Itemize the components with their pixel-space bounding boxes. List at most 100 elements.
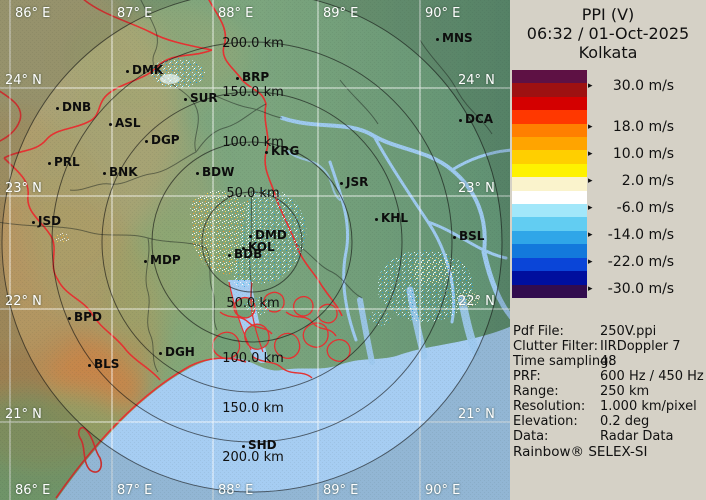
metadata-value: 48 [600,354,617,369]
metadata-row: Range: 250 km [510,384,706,399]
range-ring-label: 50.0 km [226,186,280,201]
lat-label: 22° N [458,294,495,309]
metadata-label: Elevation: [513,414,578,429]
range-ring-label: 150.0 km [222,85,284,100]
colorbar-arrow-icon: ▸ [588,149,593,159]
station-label: DMK [132,63,164,77]
metadata-value: IIRDoppler 7 [600,339,681,354]
station-dot-icon [184,98,187,101]
station-dot-icon [159,352,162,355]
radar-map-image [0,0,510,500]
colorbar-tick-unit: m/s [644,227,675,243]
station-dot-icon [109,123,112,126]
station-dot-icon [242,445,245,448]
station-label: KHL [381,211,408,225]
station-dot-icon [144,260,147,263]
colorbar-segment [512,83,587,97]
station-label: SHD [248,438,277,452]
station-label: BSL [459,229,485,243]
station-dot-icon [68,317,71,320]
colorbar-segment [512,123,587,138]
colorbar-segment [512,150,587,164]
colorbar-segment [512,177,587,191]
station-label: KOL [248,240,275,254]
metadata-row: Data: Radar Data [510,429,706,444]
metadata-value: 0.2 deg [600,414,650,429]
colorbar-segment [512,190,587,205]
colorbar-segment [512,244,587,258]
metadata-row: Time sampling: 48 [510,354,706,369]
metadata-row: Elevation: 0.2 deg [510,414,706,429]
range-ring-label: 50.0 km [226,296,280,311]
station-dot-icon [436,38,439,41]
station-dot-icon [88,364,91,367]
station-dot-icon [459,119,462,122]
station-dot-icon [32,221,35,224]
lon-label: 88° E [218,483,254,498]
colorbar-tick-value: -6.0 [616,200,644,216]
station-dot-icon [249,235,252,238]
colorbar-arrow-icon: ▸ [588,122,593,132]
colorbar-tick-label: 30.0 m/s [598,78,674,94]
metadata-label: Range: [513,384,559,399]
metadata-row: Resolution: 1.000 km/pixel [510,399,706,414]
lat-label: 21° N [458,407,495,422]
station-label: DGP [151,133,180,147]
velocity-colorbar [512,70,587,298]
station-dot-icon [265,151,268,154]
colorbar-arrow-icon: ▸ [588,230,593,240]
lon-label: 90° E [425,6,461,21]
station-dot-icon [236,77,239,80]
colorbar-arrow-icon: ▸ [588,284,593,294]
lat-label: 24° N [5,73,42,88]
colorbar-segment [512,70,587,84]
info-panel: PPI (V) 06:32 / 01-Oct-2025 Kolkata ▸ 30.… [510,0,706,500]
station-label: DCA [465,112,494,126]
colorbar-tick-value: 30.0 [612,78,644,94]
lon-label: 89° E [323,483,359,498]
colorbar-segment [512,110,587,124]
colorbar-tick-unit: m/s [644,146,675,162]
product-title: PPI (V) [581,5,635,24]
station-dot-icon [196,172,199,175]
colorbar-tick-value: 10.0 [612,146,644,162]
lon-label: 87° E [117,6,153,21]
metadata-value: Radar Data [600,429,674,444]
lat-label: 22° N [5,294,42,309]
station-label: DGH [165,345,195,359]
station-label: BDB [234,247,263,261]
lat-label: 23° N [458,181,495,196]
colorbar-tick-unit: m/s [644,119,675,135]
lon-label: 86° E [15,483,51,498]
colorbar-segment [512,217,587,231]
metadata-value: 600 Hz / 450 Hz [600,369,704,384]
colorbar-tick-label: -6.0 m/s [598,200,674,216]
colorbar-tick-value: 2.0 [621,173,644,189]
station-label: DNB [62,100,92,114]
colorbar-tick-label: 18.0 m/s [598,119,674,135]
metadata-row: Clutter Filter: IIRDoppler 7 [510,339,706,354]
colorbar-tick-unit: m/s [644,254,675,270]
metadata-label: Resolution: [513,399,586,414]
lon-label: 89° E [323,6,359,21]
station-label: ASL [115,116,141,130]
colorbar-arrow-icon: ▸ [588,176,593,186]
range-ring-label: 200.0 km [222,450,284,465]
colorbar-segment [512,271,587,285]
lon-label: 88° E [218,6,254,21]
radar-map: 86° E 86° E 87° E 87° E 88° E 88° E 89° E 89° E… [0,0,510,500]
colorbar-tick-value: 18.0 [612,119,644,135]
lon-label: 87° E [117,483,153,498]
station-label: JSR [346,175,369,189]
metadata-row: PRF: 600 Hz / 450 Hz [510,369,706,384]
lat-label: 23° N [5,181,42,196]
station-dot-icon [453,236,456,239]
station-dot-icon [48,162,51,165]
lon-label: 86° E [15,6,51,21]
lat-label: 21° N [5,407,42,422]
station-label: BNK [109,165,138,179]
metadata-value: 1.000 km/pixel [600,399,697,414]
colorbar-segment [512,230,587,245]
colorbar-tick-value: -14.0 [607,227,644,243]
